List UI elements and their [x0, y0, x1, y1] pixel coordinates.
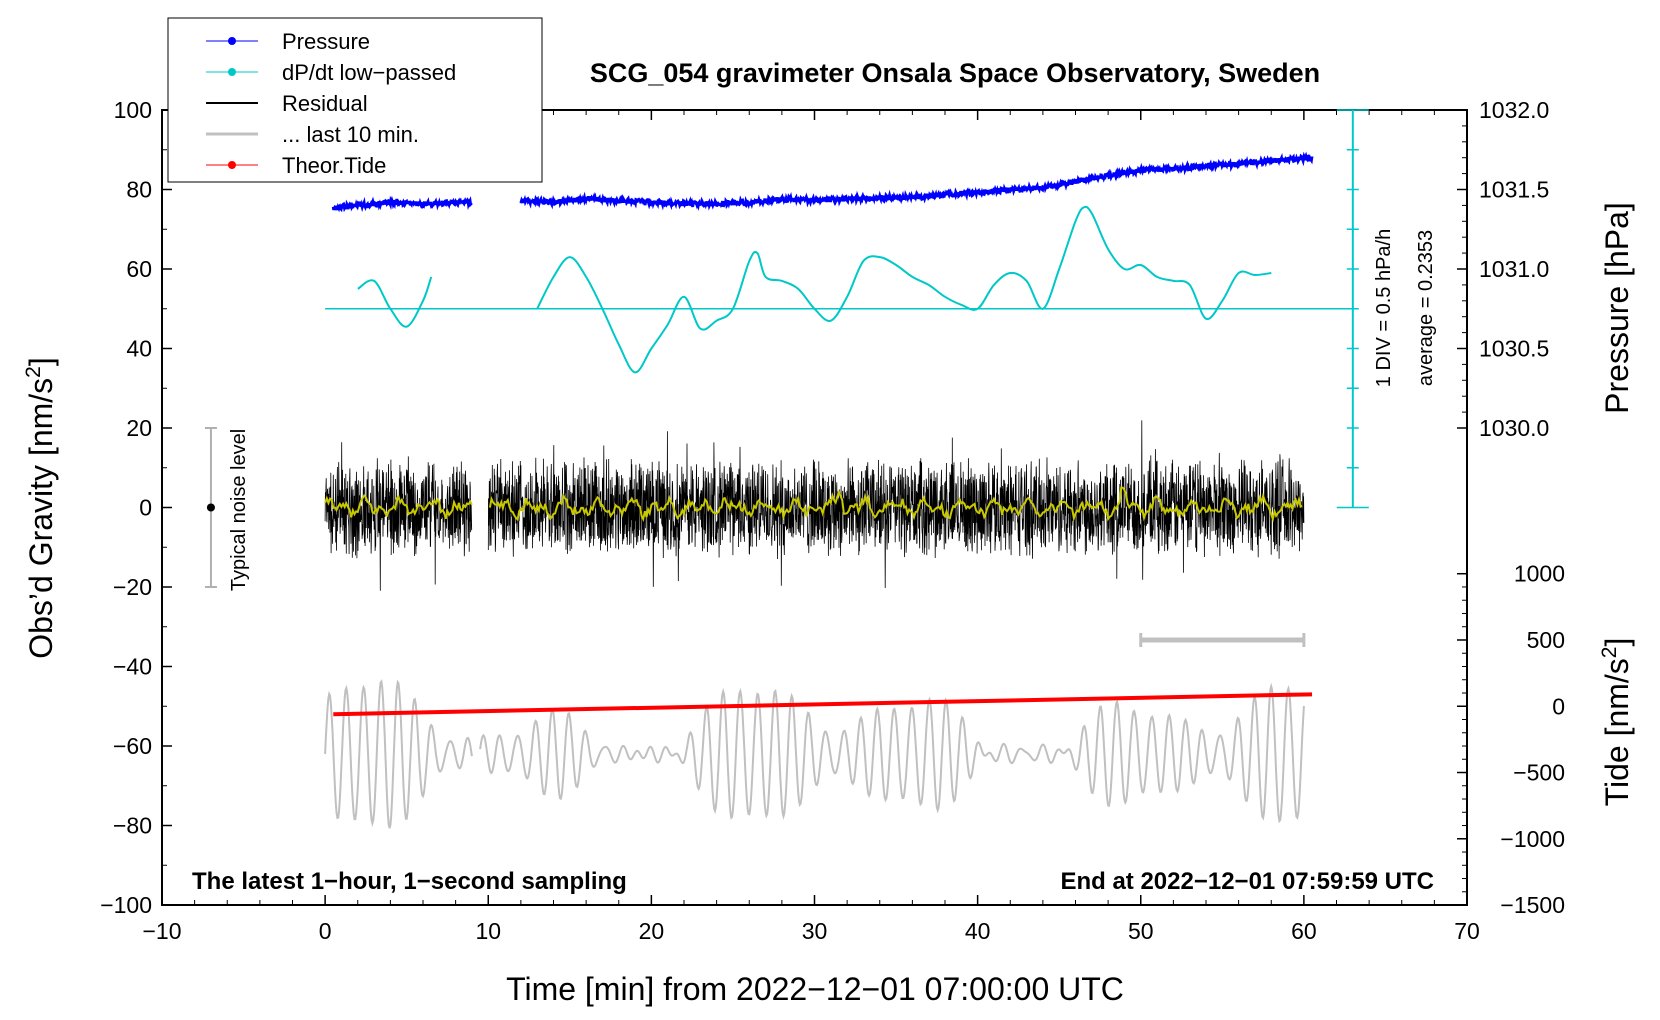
tide-tick-label: 500	[1527, 627, 1565, 653]
x-axis-title: Time [min] from 2022−12−01 07:00:00 UTC	[506, 971, 1124, 1007]
pressure-axis-title: Pressure [hPa]	[1599, 202, 1635, 414]
x-tick-label: 40	[965, 918, 991, 944]
scale-bar-average-label: average = 0.2353	[1415, 230, 1437, 386]
chart-title: SCG_054 gravimeter Onsala Space Observat…	[590, 58, 1320, 88]
bottom-left-note: The latest 1−hour, 1−second sampling	[192, 868, 627, 895]
y-axis-title: Obs’d Gravity [nm/s2]	[22, 357, 59, 659]
dpdt-lowpassed-line	[357, 276, 433, 328]
y-tick-label: 40	[126, 336, 152, 362]
pressure-tick-label: 1030.0	[1479, 415, 1549, 441]
tide-tick-label: 1000	[1514, 561, 1565, 587]
y-tick-label: 100	[114, 97, 152, 123]
x-tick-label: 70	[1454, 918, 1480, 944]
residual-smoothed-line	[324, 493, 473, 520]
y-axis-title-sup: 2	[22, 366, 45, 378]
legend-label: Pressure	[282, 29, 370, 54]
legend-box	[167, 17, 543, 183]
tide-tick-label: 0	[1552, 693, 1565, 719]
legend-label: ... last 10 min.	[282, 122, 419, 147]
last-10-min-line	[479, 682, 1305, 824]
y-tick-label: −20	[113, 574, 152, 600]
pressure-tick-label: 1031.0	[1479, 256, 1549, 282]
legend-entries: Pressure dP/dt low−passed Residual ... last…	[206, 29, 456, 178]
tide-tick-labels: −1500 −1000 −500 0 500 1000	[1500, 561, 1565, 918]
y-axis-title-main: Obs’d Gravity [nm/s	[23, 378, 59, 659]
legend: Pressure dP/dt low−passed Residual ... last…	[167, 17, 543, 183]
tide-tick-label: −1500	[1500, 892, 1565, 918]
y-axis-title-end: ]	[23, 357, 59, 366]
last-10-min-line	[324, 679, 473, 829]
scale-bar-div-label: 1 DIV = 0.5 hPa/h	[1373, 229, 1395, 387]
y-tick-label: −60	[113, 733, 152, 759]
legend-label: dP/dt low−passed	[282, 60, 456, 85]
y-tick-label: 20	[126, 415, 152, 441]
x-tick-labels: −10 0 10 20 30 40 50 60 70	[142, 918, 1479, 944]
pressure-line	[519, 151, 1314, 211]
bottom-right-note: End at 2022−12−01 07:59:59 UTC	[1060, 868, 1434, 895]
dpdt-lowpassed-line	[536, 205, 1272, 374]
noise-bar-center-dot	[206, 503, 215, 512]
theoretical-tide-line	[333, 692, 1313, 717]
tide-tick-label: −1000	[1500, 826, 1565, 852]
series-layer	[324, 151, 1353, 829]
residual-line	[487, 420, 1305, 589]
y-tick-label: 60	[126, 256, 152, 282]
tide-tick-label: −500	[1513, 760, 1565, 786]
tide-axis-title: Tide [nm/s2]	[1598, 638, 1635, 807]
annotation-layer	[204, 109, 1369, 647]
y-tick-label: 0	[139, 495, 152, 521]
y-tick-label: 80	[126, 177, 152, 203]
y-tick-label: −40	[113, 654, 152, 680]
tide-axis-title-sup: 2	[1598, 647, 1621, 659]
legend-marker	[228, 161, 236, 169]
y-tick-labels: −100 −80 −60 −40 −20 0 20 40 60 80 100	[100, 97, 152, 918]
legend-marker	[228, 68, 236, 76]
noise-level-label: Typical noise level	[228, 429, 250, 591]
x-tick-label: 30	[802, 918, 828, 944]
legend-marker	[228, 37, 236, 45]
pressure-tick-labels: 1030.0 1030.5 1031.0 1031.5 1032.0	[1479, 97, 1549, 441]
pressure-line	[331, 195, 473, 213]
x-tick-label: 0	[319, 918, 332, 944]
x-tick-label: 60	[1291, 918, 1317, 944]
x-tick-label: 20	[639, 918, 665, 944]
legend-label: Residual	[282, 91, 368, 116]
residual-smoothed-line	[488, 486, 1303, 523]
pressure-tick-label: 1030.5	[1479, 336, 1549, 362]
y-tick-label: −100	[100, 892, 152, 918]
legend-label: Theor.Tide	[282, 153, 386, 178]
tide-axis-title-main: Tide [nm/s	[1599, 658, 1635, 806]
x-tick-label: −10	[142, 918, 181, 944]
x-tick-label: 50	[1128, 918, 1154, 944]
pressure-tick-label: 1032.0	[1479, 97, 1549, 123]
tide-axis-title-end: ]	[1599, 638, 1635, 647]
residual-line	[324, 442, 473, 591]
x-tick-label: 10	[475, 918, 501, 944]
pressure-tick-label: 1031.5	[1479, 177, 1549, 203]
y-tick-label: −80	[113, 813, 152, 839]
